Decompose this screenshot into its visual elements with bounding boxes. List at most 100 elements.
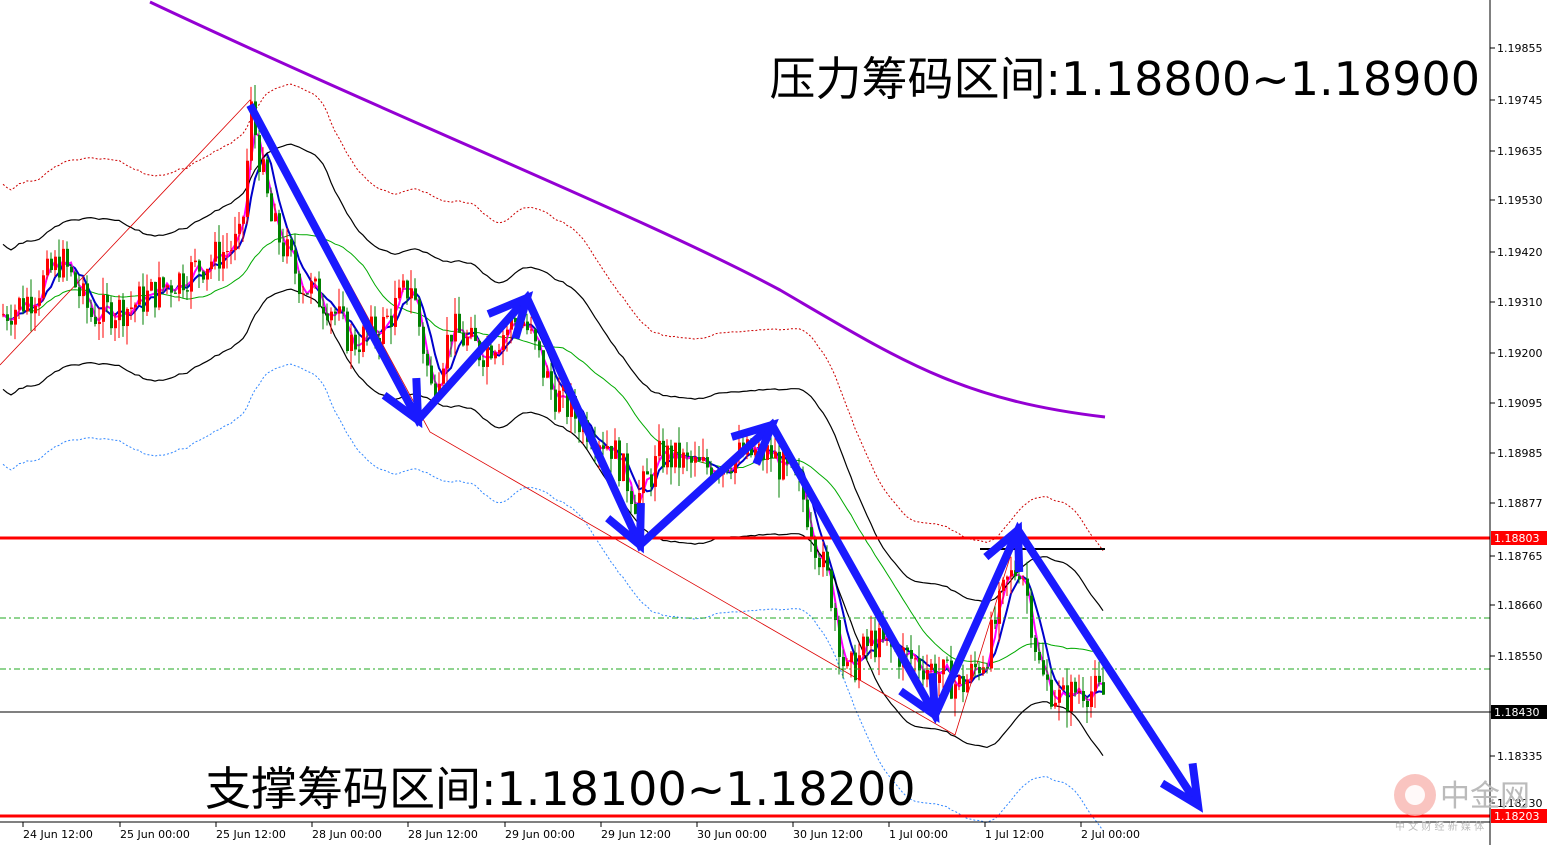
- ma-long-purple-line: [149, 0, 1106, 419]
- current-price-box: [1491, 705, 1547, 719]
- candle-body: [862, 636, 865, 656]
- x-tick-label: 2 Jul 00:00: [1081, 828, 1140, 841]
- candle-body: [390, 315, 393, 327]
- candle-body: [630, 491, 633, 505]
- candle-body: [1046, 674, 1049, 680]
- candle-body: [602, 445, 605, 449]
- candle-body: [838, 620, 841, 657]
- candle-body: [418, 299, 421, 327]
- support-zone-label: 支撑筹码区间:1.18100~1.18200: [205, 762, 915, 816]
- candle-body: [290, 239, 293, 251]
- candle-body: [698, 457, 701, 461]
- y-tick-label: 1.18335: [1497, 750, 1543, 763]
- candle-body: [990, 619, 993, 669]
- candle-body: [22, 298, 25, 312]
- candle-body: [134, 304, 137, 308]
- current-price-label: 1.18430: [1494, 706, 1540, 719]
- candle-body: [166, 285, 169, 288]
- candle-body: [782, 451, 785, 480]
- candle-body: [54, 256, 57, 271]
- y-tick-label: 1.18660: [1497, 599, 1543, 612]
- candle-body: [658, 440, 661, 457]
- candle-body: [322, 306, 325, 314]
- candle-body: [490, 345, 493, 359]
- candle-body: [546, 371, 549, 378]
- candle-body: [250, 101, 253, 161]
- arrowhead-2: [486, 291, 534, 340]
- support-price-box: [1491, 809, 1547, 823]
- candle-body: [62, 248, 65, 278]
- watermark-text: 中金网: [1440, 779, 1530, 814]
- candle-body: [1030, 595, 1033, 638]
- candle-body: [938, 674, 941, 683]
- candle-body: [242, 217, 245, 224]
- candle-body: [98, 321, 101, 325]
- candle-body: [126, 308, 129, 327]
- candle-body: [570, 396, 573, 417]
- candle-body: [334, 311, 337, 314]
- candle-body: [10, 320, 13, 325]
- candle-body: [146, 290, 149, 312]
- arrowhead-1: [381, 377, 423, 429]
- candle-body: [282, 242, 285, 257]
- candle-body: [162, 277, 165, 288]
- candle-body: [642, 471, 645, 494]
- candle-body: [814, 539, 817, 558]
- candle-body: [90, 307, 93, 317]
- candle-body: [978, 667, 981, 674]
- candle-body: [122, 299, 125, 327]
- watermark-subtext: 中 文 财 经 新 媒 体: [1395, 820, 1484, 833]
- candle-body: [34, 305, 37, 314]
- candle-body: [650, 474, 653, 487]
- candle-body: [78, 287, 81, 297]
- candle-body: [346, 311, 349, 351]
- candle-body: [114, 320, 117, 329]
- candle-body: [654, 456, 657, 487]
- candle-body: [702, 457, 705, 461]
- candle-body: [526, 321, 529, 331]
- candle-body: [66, 248, 69, 267]
- candle-body: [18, 298, 21, 310]
- candle-body: [806, 499, 809, 528]
- candle-body: [198, 260, 201, 272]
- candle-body: [562, 385, 565, 391]
- candle-body: [1042, 660, 1045, 675]
- candle-body: [298, 273, 301, 295]
- candle-body: [258, 135, 261, 172]
- candle-body: [850, 652, 853, 663]
- candle-body: [234, 233, 237, 251]
- candle-body: [822, 551, 825, 568]
- candle-body: [866, 636, 869, 646]
- candle-body: [406, 280, 409, 299]
- envelope-lower-line: [2, 363, 1104, 831]
- candle-body: [1014, 570, 1017, 577]
- candle-body: [106, 294, 109, 303]
- y-tick-label: 1.19200: [1497, 347, 1543, 360]
- x-tick-label: 25 Jun 12:00: [216, 828, 286, 841]
- candle-body: [338, 306, 341, 314]
- candle-body: [922, 670, 925, 680]
- candle-body: [614, 440, 617, 459]
- candle-body: [462, 332, 465, 346]
- candle-body: [170, 285, 173, 293]
- candle-body: [1070, 681, 1073, 712]
- resistance-price-box: [1491, 531, 1547, 545]
- candle-body: [666, 445, 669, 468]
- candle-body: [382, 316, 385, 345]
- candle-body: [606, 446, 609, 449]
- arrowhead-3: [605, 502, 645, 554]
- candle-body: [474, 327, 477, 341]
- x-tick-label: 29 Jun 12:00: [601, 828, 671, 841]
- candle-body: [766, 445, 769, 460]
- resistance-zone-label: 压力筹码区间:1.18800~1.18900: [770, 52, 1480, 106]
- candle-body: [494, 352, 497, 359]
- candle-body: [362, 326, 365, 352]
- candle-body: [618, 440, 621, 481]
- candle-body: [182, 273, 185, 291]
- candle-body: [818, 557, 821, 568]
- candle-body: [886, 638, 889, 640]
- candle-body: [82, 283, 85, 297]
- candle-body: [958, 676, 961, 685]
- arrowhead-4: [730, 418, 779, 466]
- candle-body: [26, 296, 29, 312]
